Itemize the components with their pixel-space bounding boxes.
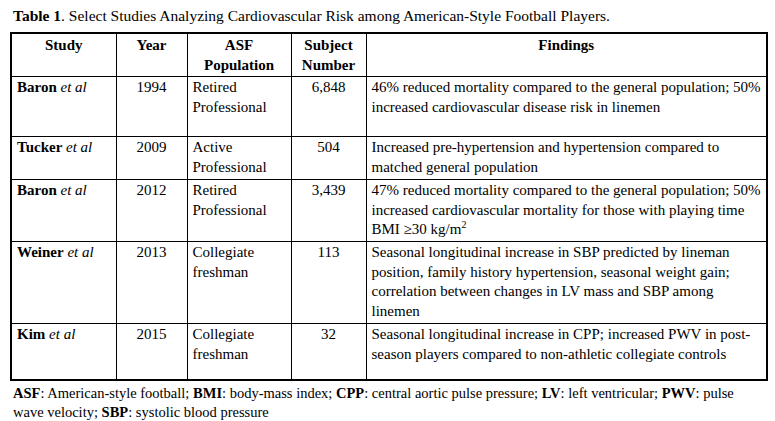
abbr-sbp-definition: : systolic blood pressure bbox=[128, 404, 269, 420]
header-row: Study Year ASF Population Subject Number… bbox=[11, 33, 767, 77]
subjects-cell: 504 bbox=[291, 137, 366, 180]
abbr-sbp: SBP bbox=[102, 404, 129, 420]
table-caption: Table 1. Select Studies Analyzing Cardio… bbox=[13, 6, 610, 26]
table-row: Tucker et al 2009 Active Professional 50… bbox=[11, 137, 767, 180]
population-cell: Collegiate freshman bbox=[187, 324, 291, 380]
abbr-pwv: PWV bbox=[662, 385, 696, 401]
studies-table: Study Year ASF Population Subject Number… bbox=[10, 32, 768, 381]
study-etal: et al bbox=[62, 139, 92, 155]
column-header-year: Year bbox=[116, 33, 187, 77]
findings-cell: 47% reduced mortality compared to the ge… bbox=[366, 180, 767, 242]
subjects-cell: 3,439 bbox=[291, 180, 366, 242]
population-cell: Active Professional bbox=[187, 137, 291, 180]
abbreviation-footnote: ASF: American-style football; BMI: body-… bbox=[13, 384, 755, 421]
table-row: Kim et al 2015 Collegiate freshman 32 Se… bbox=[11, 324, 767, 380]
subjects-cell: 6,848 bbox=[291, 77, 366, 137]
table-row: Baron et al 1994 Retired Professional 6,… bbox=[11, 77, 767, 137]
study-author: Weiner bbox=[17, 244, 64, 260]
study-etal: et al bbox=[57, 79, 87, 95]
abbr-cpp-definition: : central aortic pulse pressure; bbox=[364, 385, 542, 401]
abbr-lv-definition: : left ventricular; bbox=[561, 385, 662, 401]
study-author: Tucker bbox=[17, 139, 62, 155]
subjects-cell: 113 bbox=[291, 242, 366, 324]
findings-text: 46% reduced mortality compared to the ge… bbox=[372, 79, 761, 115]
findings-text: Seasonal longitudinal increase in CPP; i… bbox=[372, 326, 751, 362]
findings-text: 47% reduced mortality compared to the ge… bbox=[372, 182, 761, 237]
findings-cell: 46% reduced mortality compared to the ge… bbox=[366, 77, 767, 137]
study-author: Baron bbox=[17, 79, 57, 95]
population-cell: Collegiate freshman bbox=[187, 242, 291, 324]
table-row: Weiner et al 2013 Collegiate freshman 11… bbox=[11, 242, 767, 324]
column-header-asf-population: ASF Population bbox=[187, 33, 291, 77]
abbr-cpp: CPP bbox=[336, 385, 364, 401]
findings-text: Seasonal longitudinal increase in SBP pr… bbox=[372, 244, 730, 319]
findings-superscript: 2 bbox=[461, 219, 466, 230]
year-cell: 2012 bbox=[116, 180, 187, 242]
study-cell: Kim et al bbox=[11, 324, 116, 380]
subjects-cell: 32 bbox=[291, 324, 366, 380]
abbr-asf: ASF bbox=[13, 385, 40, 401]
study-author: Baron bbox=[17, 182, 57, 198]
column-header-subject-number: Subject Number bbox=[291, 33, 366, 77]
column-header-findings: Findings bbox=[366, 33, 767, 77]
table-row: Baron et al 2012 Retired Professional 3,… bbox=[11, 180, 767, 242]
population-cell: Retired Professional bbox=[187, 77, 291, 137]
caption-text: . Select Studies Analyzing Cardiovascula… bbox=[61, 7, 610, 24]
caption-label: Table 1 bbox=[13, 7, 61, 24]
study-cell: Baron et al bbox=[11, 180, 116, 242]
study-etal: et al bbox=[64, 244, 94, 260]
year-cell: 2009 bbox=[116, 137, 187, 180]
study-cell: Weiner et al bbox=[11, 242, 116, 324]
abbr-asf-definition: : American-style football; bbox=[40, 385, 193, 401]
study-etal: et al bbox=[45, 326, 75, 342]
year-cell: 2013 bbox=[116, 242, 187, 324]
abbr-bmi: BMI bbox=[193, 385, 222, 401]
year-cell: 2015 bbox=[116, 324, 187, 380]
study-cell: Tucker et al bbox=[11, 137, 116, 180]
column-header-study: Study bbox=[11, 33, 116, 77]
study-etal: et al bbox=[57, 182, 87, 198]
findings-cell: Seasonal longitudinal increase in SBP pr… bbox=[366, 242, 767, 324]
year-cell: 1994 bbox=[116, 77, 187, 137]
findings-text: Increased pre-hypertension and hypertens… bbox=[372, 139, 720, 175]
abbr-lv: LV bbox=[542, 385, 561, 401]
population-cell: Retired Professional bbox=[187, 180, 291, 242]
findings-cell: Seasonal longitudinal increase in CPP; i… bbox=[366, 324, 767, 380]
page: Table 1. Select Studies Analyzing Cardio… bbox=[0, 0, 775, 421]
study-author: Kim bbox=[17, 326, 45, 342]
findings-cell: Increased pre-hypertension and hypertens… bbox=[366, 137, 767, 180]
study-cell: Baron et al bbox=[11, 77, 116, 137]
abbr-bmi-definition: : body-mass index; bbox=[222, 385, 336, 401]
